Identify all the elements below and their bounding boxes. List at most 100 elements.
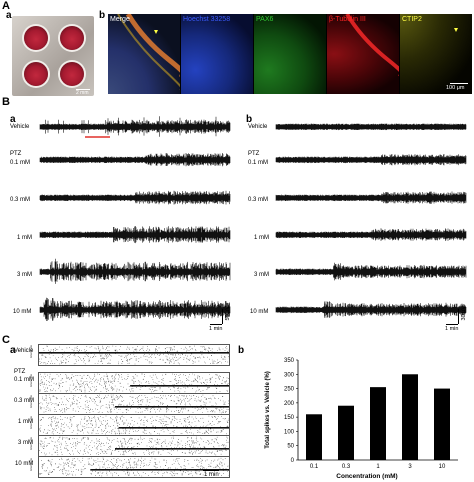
raster-plot-1 xyxy=(39,373,229,393)
raster-plot-3 xyxy=(39,415,229,435)
raster-0.1 xyxy=(38,372,230,394)
fluo-merge: Merge xyxy=(108,14,180,94)
fluo-hoechst: Hoechst 33258 xyxy=(181,14,253,94)
raster-burst-band-2 xyxy=(115,406,229,408)
trace-label-ptz-b: PTZ xyxy=(248,151,260,157)
trace-a-2 xyxy=(39,190,231,205)
raster-burst-band-5 xyxy=(90,469,229,471)
trace-scale-amp-label-b: 30 μV xyxy=(461,306,467,321)
fluo-tubulin: β-Tubulin III xyxy=(327,14,399,94)
bar-x-tick-label: 0.1 xyxy=(310,464,319,470)
culture-plate-photo: 2 mm xyxy=(12,16,94,96)
raster-spikes-5 xyxy=(39,457,229,477)
bar-chart-ylabel: Total spikes vs. Vehicle (%) xyxy=(265,371,271,449)
panel-label-C-b: b xyxy=(238,345,245,356)
fluo-label-pax6: PAX6 xyxy=(256,16,274,23)
bar-x-tick-label: 3 xyxy=(408,464,412,470)
raster-label-0.3: 0.3 mM xyxy=(14,398,35,404)
trace-label-vehicle-b: Vehicle xyxy=(248,124,268,130)
raster-burst-band-1 xyxy=(130,385,229,387)
trace-scale-time-label-b: 1 min xyxy=(445,326,459,332)
raster-plot-2 xyxy=(39,394,229,414)
raster-plot-4 xyxy=(39,436,229,456)
raster-label-vehicle: Vehicle xyxy=(14,348,34,354)
fluo-label-tubulin: β-Tubulin III xyxy=(329,16,366,23)
panel-label-A-a: a xyxy=(6,10,12,21)
raster-label-ptz: PTZ xyxy=(14,369,26,375)
trace-label-1-a: 1 mM xyxy=(17,235,32,241)
fluo-label-ctip2: CTIP2 xyxy=(402,16,422,23)
trace-a-5 xyxy=(39,297,231,321)
bar-y-tick-label: 150 xyxy=(284,415,295,421)
panel-label-B-b: b xyxy=(246,114,253,125)
raster-label-0.1: 0.1 mM xyxy=(14,377,35,383)
trace-a-0 xyxy=(39,116,231,137)
voltage-traces xyxy=(39,116,467,321)
trace-scale-amp-b xyxy=(458,309,459,324)
fluo-ctip2: CTIP2 100 μm xyxy=(400,14,472,94)
raster-scale-label: 1 min xyxy=(204,472,219,478)
trace-label-0.3-b: 0.3 mM xyxy=(248,197,269,203)
raster-axis-label-2: Electrode xyxy=(29,395,33,408)
raster-label-3: 3 mM xyxy=(18,440,33,446)
tubulin-edge xyxy=(345,14,399,77)
bar-y-tick-label: 250 xyxy=(284,387,295,393)
raster-1 xyxy=(38,414,230,436)
trace-scale-time-label-a: 1 min xyxy=(209,326,223,332)
trace-a-4 xyxy=(39,258,231,284)
trace-scale-time-b xyxy=(446,324,458,325)
bar-0.3 xyxy=(338,405,354,460)
trace-b-4 xyxy=(275,262,467,281)
well-2 xyxy=(60,26,84,50)
spike-count-bar-chart: 0 50 100 150 200 250 300 350 0.1 0.3 1 3 10 Concent… xyxy=(265,358,458,480)
raster-plot-0 xyxy=(39,345,229,365)
well-1 xyxy=(24,26,48,50)
bar-10 xyxy=(434,388,450,460)
trace-label-0.1-b: 0.1 mM xyxy=(248,160,269,166)
photo-scale-label: 2 mm xyxy=(76,90,89,96)
trace-label-ptz-a: PTZ xyxy=(10,151,22,157)
trace-a-1 xyxy=(39,153,231,167)
bar-y-tick-label: 0 xyxy=(291,458,295,464)
photo-scale-bar xyxy=(76,89,90,90)
bar-y-tick-label: 200 xyxy=(284,401,295,407)
trace-b-1 xyxy=(275,154,467,166)
trace-scale-time-a xyxy=(210,324,222,325)
raster-axis-label-5: Electrode xyxy=(29,458,33,471)
bar-3 xyxy=(402,374,418,460)
raster-label-1: 1 mM xyxy=(18,419,33,425)
bar-x-tick-label: 0.3 xyxy=(342,464,351,470)
trace-scale-amp-a xyxy=(222,309,223,324)
trace-scale-amp-label-a: 50 μV xyxy=(225,306,231,321)
panel-label-B: B xyxy=(2,96,10,108)
bar-y-tick-label: 350 xyxy=(284,358,295,364)
trace-label-0.3-a: 0.3 mM xyxy=(10,197,31,203)
well-4 xyxy=(60,62,84,86)
fluo-label-hoechst: Hoechst 33258 xyxy=(183,16,231,23)
bar-1 xyxy=(370,387,386,460)
well-3 xyxy=(24,62,48,86)
raster-vehicle xyxy=(38,344,230,366)
bar-x-tick-label: 1 xyxy=(376,464,380,470)
fluorescence-strip: Merge Hoechst 33258 PAX6 β-Tubulin III C… xyxy=(108,14,472,94)
panel-label-C-a: a xyxy=(10,345,16,356)
raster-axis-label-0: Electrode xyxy=(29,345,33,358)
bar-y-tick-label: 300 xyxy=(284,372,295,378)
raster-spikes-0 xyxy=(39,345,229,365)
raster-axis-label-3: Electrode xyxy=(29,416,33,429)
raster-burst-band-4 xyxy=(115,448,229,450)
raster-spikes-4 xyxy=(39,436,229,456)
panel-label-C: C xyxy=(2,334,10,346)
fluo-scale-bar xyxy=(450,83,468,84)
fluo-pax6: PAX6 xyxy=(254,14,326,94)
raster-label-10: 10 mM xyxy=(15,461,34,467)
trace-label-1-b: 1 mM xyxy=(254,235,269,241)
trace-b-0 xyxy=(275,123,467,131)
fluo-label-merge: Merge xyxy=(110,16,130,23)
raster-plot-5 xyxy=(39,457,229,477)
raster-axis-label-4: Electrode xyxy=(29,437,33,450)
merge-edge xyxy=(117,14,180,91)
fluo-scale-label: 100 μm xyxy=(446,85,465,91)
panel-label-B-a: a xyxy=(10,114,16,125)
trace-label-3-b: 3 mM xyxy=(254,272,269,278)
